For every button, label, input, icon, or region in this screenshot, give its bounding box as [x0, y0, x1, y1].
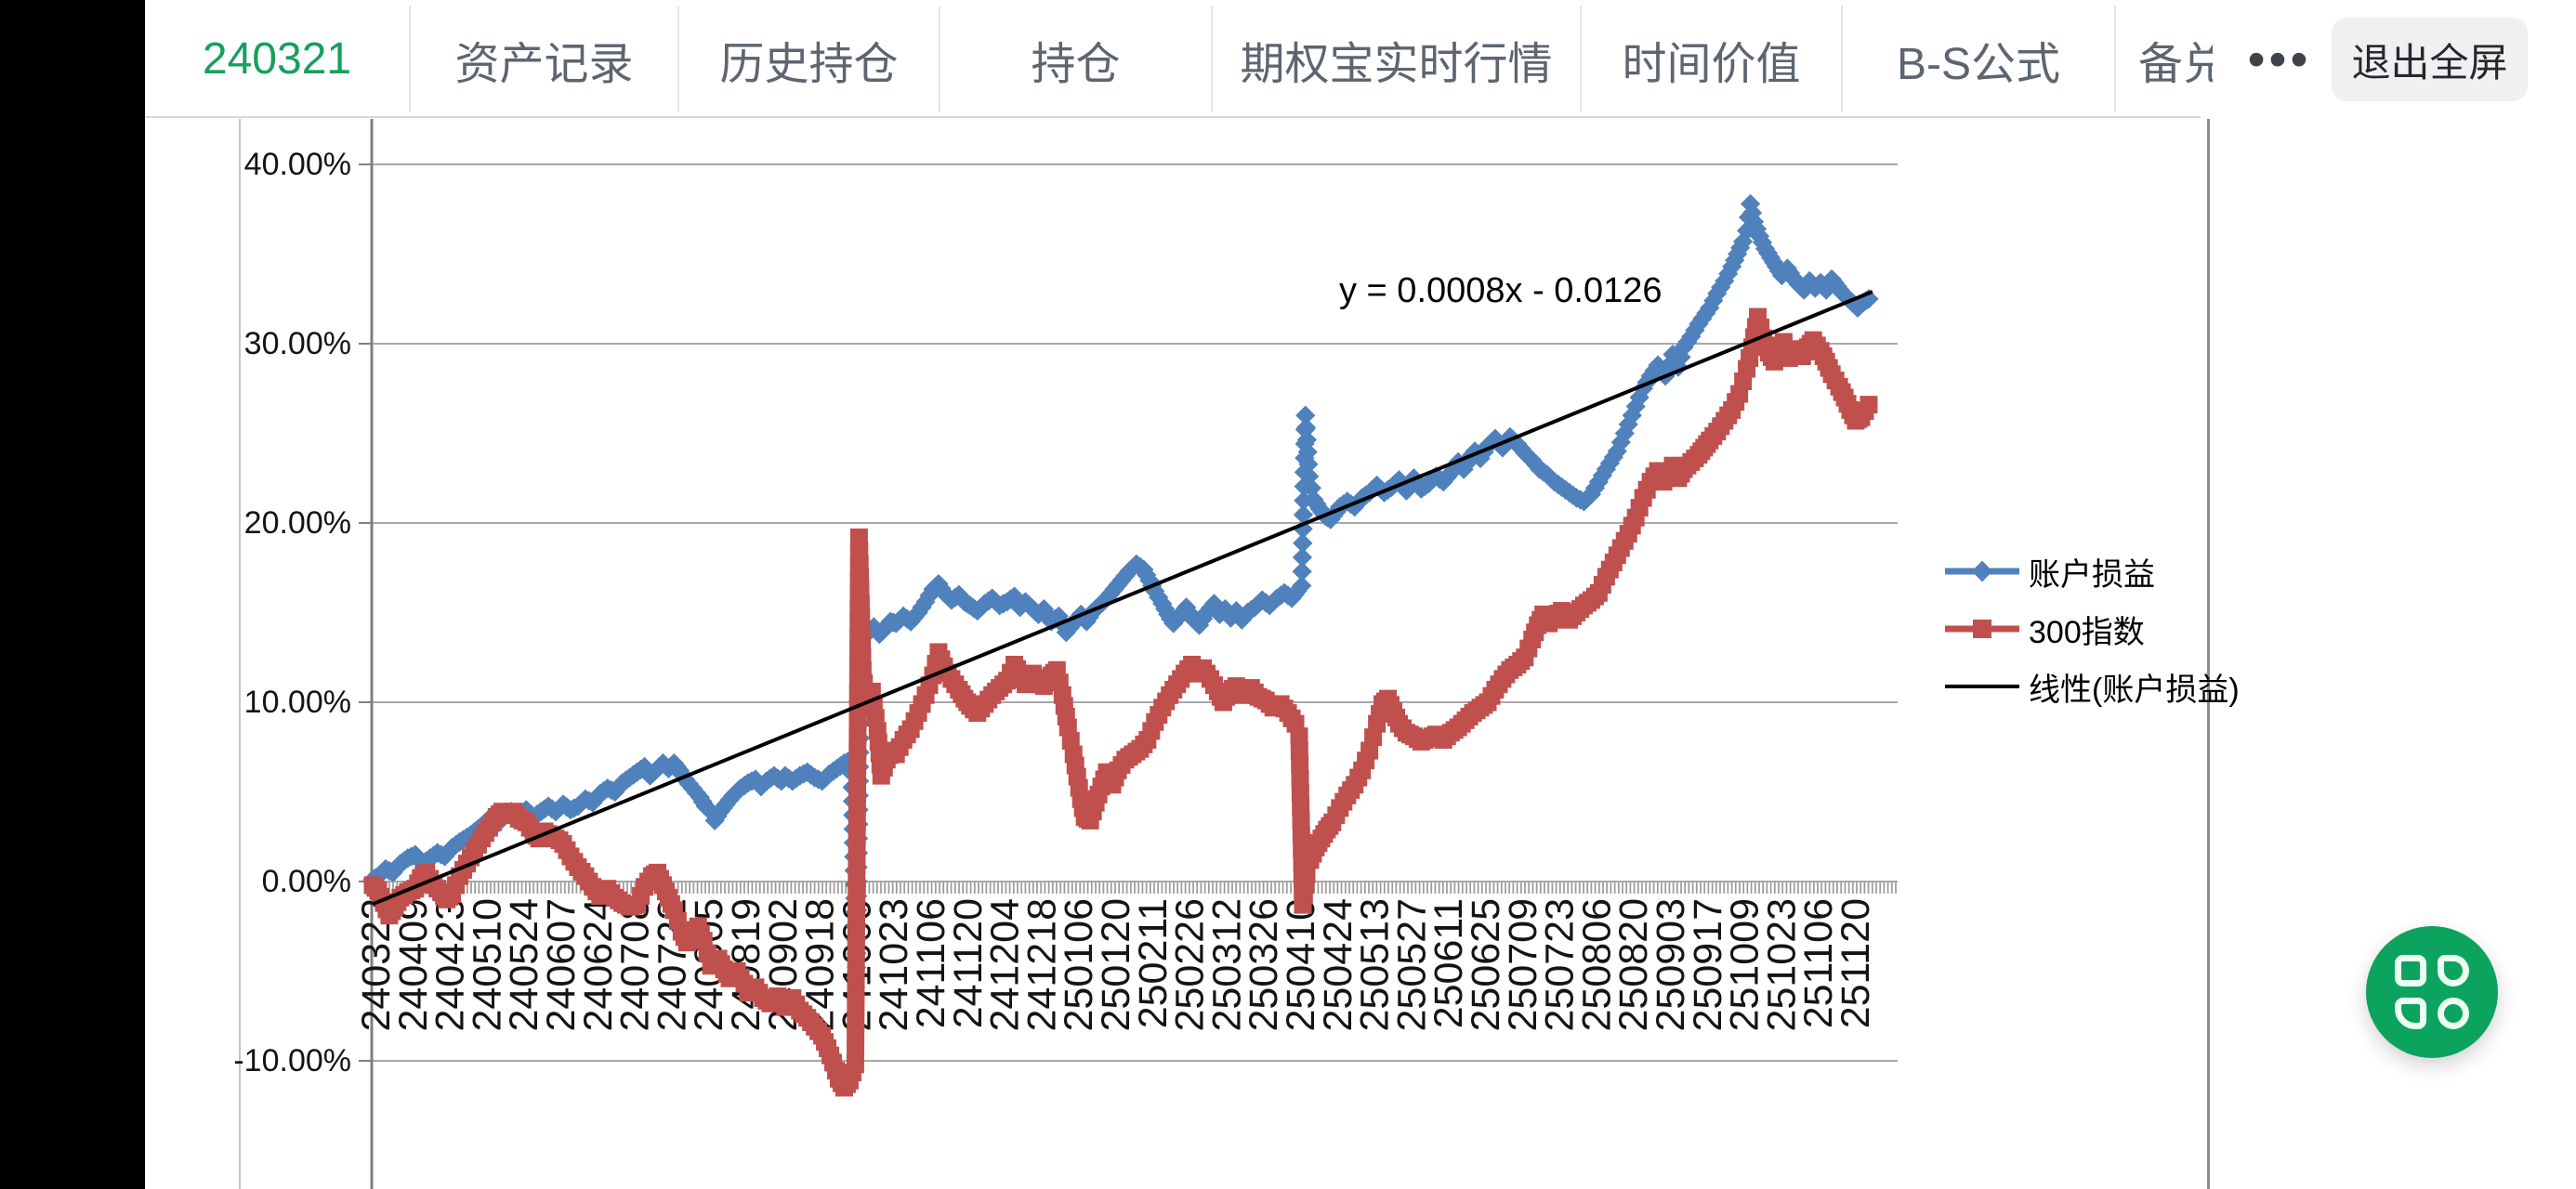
legend-label: 账户损益: [2029, 556, 2155, 593]
trendline-equation: y = 0.0008x - 0.0126: [1339, 271, 1663, 310]
legend-item-300指数: 300指数: [1945, 600, 2240, 658]
sheet-tab-资产记录[interactable]: 资产记录: [454, 39, 634, 89]
svg-text:250106: 250106: [1057, 898, 1101, 1032]
sheet-gridline-right: [2207, 119, 2210, 1189]
tab-separator: [2114, 6, 2116, 112]
svg-text:250820: 250820: [1611, 898, 1656, 1032]
sheet-tabs: 240321 资产记录 历史持仓 持仓 期权宝实时行情 时间价值 B-S公式 备兑: [145, 0, 2213, 118]
svg-text:250120: 250120: [1094, 898, 1138, 1032]
svg-text:241023: 241023: [872, 898, 916, 1032]
svg-text:250611: 250611: [1426, 898, 1471, 1028]
tab-separator: [1580, 6, 1582, 112]
svg-text:240524: 240524: [502, 898, 546, 1032]
svg-text:241106: 241106: [909, 898, 953, 1028]
svg-text:240624: 240624: [576, 898, 621, 1032]
svg-text:40.00%: 40.00%: [244, 147, 351, 182]
sheet-tab-240321[interactable]: 240321: [202, 34, 352, 84]
svg-text:-10.00%: -10.00%: [233, 1043, 351, 1078]
svg-text:250312: 250312: [1204, 898, 1249, 1032]
svg-text:250709: 250709: [1501, 898, 1545, 1032]
svg-text:30.00%: 30.00%: [244, 326, 351, 361]
apps-grid-icon: [2395, 955, 2469, 1029]
svg-text:251023: 251023: [1759, 898, 1804, 1032]
tab-separator: [1211, 6, 1213, 112]
sheet-tab-期权宝实时行情[interactable]: 期权宝实时行情: [1240, 39, 1553, 89]
sheet-tab-时间价值[interactable]: 时间价值: [1622, 39, 1801, 89]
tab-separator: [409, 6, 411, 112]
wps-tools-fab[interactable]: [2366, 926, 2498, 1058]
tab-separator: [1841, 6, 1843, 112]
svg-text:250917: 250917: [1686, 898, 1730, 1032]
svg-text:250806: 250806: [1574, 898, 1619, 1032]
svg-text:240607: 240607: [539, 898, 584, 1032]
svg-text:241204: 241204: [983, 898, 1028, 1032]
svg-text:240409: 240409: [391, 898, 436, 1032]
svg-text:250723: 250723: [1538, 898, 1583, 1032]
chart-legend: 账户损益 300指数线性(账户损益): [1945, 542, 2240, 715]
svg-text:251120: 251120: [1833, 898, 1878, 1028]
svg-text:250326: 250326: [1242, 898, 1286, 1032]
svg-text:241218: 241218: [1019, 898, 1064, 1032]
svg-text:250424: 250424: [1316, 898, 1360, 1032]
svg-text:250625: 250625: [1464, 898, 1508, 1032]
svg-text:250226: 250226: [1168, 898, 1213, 1032]
screen-notch-strip: [0, 0, 145, 1189]
none-legend-marker-icon: [1945, 685, 2019, 688]
svg-text:240510: 240510: [465, 898, 509, 1032]
svg-text:251106: 251106: [1796, 898, 1841, 1028]
exit-fullscreen-button[interactable]: 退出全屏: [2332, 18, 2528, 101]
svg-text:250903: 250903: [1649, 898, 1693, 1032]
diamond-legend-marker-icon: [1945, 560, 2019, 582]
tab-bar-divider: [145, 116, 2201, 118]
sheet-tab-备兑[interactable]: 备兑: [2138, 39, 2213, 89]
more-sheets-button[interactable]: •••: [2247, 31, 2312, 87]
svg-text:240423: 240423: [428, 898, 473, 1032]
legend-item-账户损益: 账户损益: [1945, 542, 2240, 600]
legend-item-线性(账户损益): 线性(账户损益): [1945, 658, 2240, 715]
svg-text:0.00%: 0.00%: [262, 864, 351, 899]
sheet-gridline-left: [239, 119, 241, 1189]
tab-separator: [677, 6, 679, 112]
svg-text:250211: 250211: [1131, 898, 1176, 1028]
sheet-tab-B-S公式[interactable]: B-S公式: [1896, 39, 2061, 89]
svg-text:20.00%: 20.00%: [244, 505, 351, 541]
svg-text:240708: 240708: [613, 898, 658, 1032]
svg-text:251009: 251009: [1723, 898, 1768, 1032]
svg-text:241120: 241120: [946, 898, 991, 1028]
svg-text:250410: 250410: [1279, 898, 1323, 1032]
legend-label: 300指数: [2029, 614, 2145, 650]
sheet-tab-历史持仓[interactable]: 历史持仓: [719, 39, 899, 89]
legend-label: 线性(账户损益): [2029, 672, 2240, 708]
svg-text:10.00%: 10.00%: [244, 685, 351, 720]
sheet-tab-bar: 240321 资产记录 历史持仓 持仓 期权宝实时行情 时间价值 B-S公式 备兑 ••• 退…: [145, 0, 2576, 118]
svg-text:250527: 250527: [1389, 898, 1434, 1032]
square-legend-marker-icon: [1945, 620, 2019, 638]
svg-text:250513: 250513: [1353, 898, 1398, 1032]
tab-separator: [939, 6, 940, 112]
sheet-tab-持仓[interactable]: 持仓: [1031, 39, 1121, 89]
